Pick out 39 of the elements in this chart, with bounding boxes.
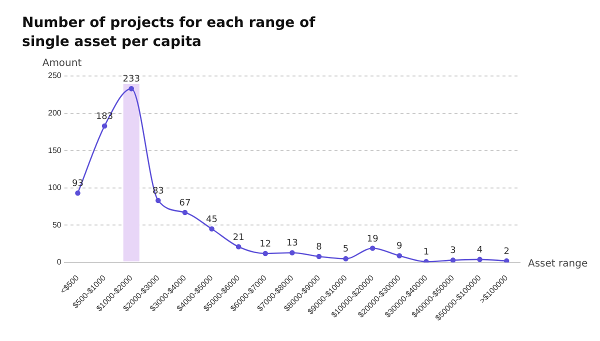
data-label: 45 — [206, 214, 218, 225]
point — [209, 226, 214, 232]
y-tick-label: 0 — [56, 258, 62, 267]
data-label: 4 — [476, 245, 483, 256]
y-tick-label: 150 — [48, 146, 62, 155]
point — [504, 258, 510, 262]
point — [450, 258, 456, 262]
point — [236, 244, 242, 250]
data-label: 9 — [396, 242, 403, 252]
data-label: 13 — [286, 238, 298, 249]
data-label: 2 — [504, 246, 510, 257]
y-tick-label: 50 — [52, 220, 62, 230]
y-axis-title: Amount — [42, 58, 82, 69]
data-label: 3 — [450, 246, 456, 256]
x-axis-title: Asset range — [528, 258, 588, 270]
data-label: 5 — [342, 244, 349, 255]
y-tick-label: 250 — [48, 71, 62, 80]
point — [156, 198, 161, 204]
chart-title: Number of projects for each range of single asset per capita — [22, 14, 316, 52]
point — [262, 250, 268, 256]
data-label: 19 — [366, 234, 379, 244]
point — [343, 256, 348, 262]
data-label: 21 — [232, 232, 244, 243]
point — [128, 86, 134, 92]
point — [182, 210, 188, 216]
point — [396, 253, 402, 258]
y-tick-label: 100 — [48, 183, 62, 192]
data-label: 8 — [316, 242, 322, 252]
y-tick-label: 200 — [48, 108, 62, 118]
data-label: 12 — [260, 239, 272, 250]
point — [102, 123, 108, 129]
point — [316, 254, 322, 260]
point — [477, 256, 482, 262]
data-label: 1 — [423, 248, 430, 258]
point — [370, 246, 376, 251]
point — [290, 250, 295, 256]
point — [75, 190, 80, 196]
data-label: 67 — [179, 198, 191, 208]
data-label: 233 — [122, 74, 140, 85]
